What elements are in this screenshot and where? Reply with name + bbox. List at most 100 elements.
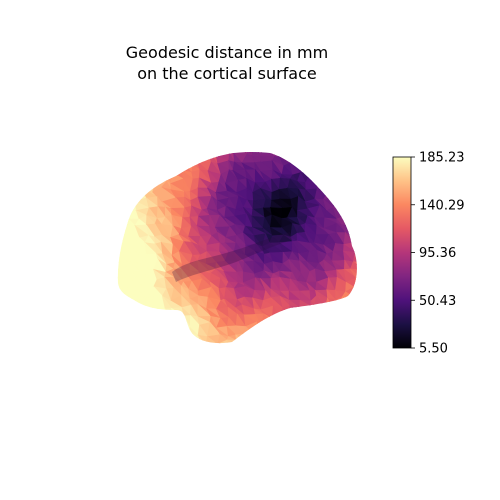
mesh-triangle (181, 352, 191, 364)
mesh-triangle (331, 172, 344, 183)
mesh-triangle (306, 155, 320, 166)
mesh-triangle (109, 310, 116, 319)
mesh-triangle (361, 250, 374, 264)
mesh-triangle (332, 190, 343, 200)
mesh-triangle (171, 316, 186, 326)
mesh-triangle (117, 231, 119, 246)
mesh-triangle (322, 181, 334, 192)
mesh-triangle (174, 152, 184, 164)
mesh-triangle (152, 308, 167, 314)
mesh-triangle (129, 152, 139, 157)
mesh-triangle (319, 344, 328, 354)
mesh-triangle (318, 152, 326, 164)
mesh-triangle (372, 181, 382, 189)
mesh-triangle (129, 333, 141, 344)
mesh-triangle (279, 342, 293, 344)
mesh-triangle (120, 197, 130, 209)
mesh-triangle (152, 169, 168, 183)
mesh-triangle (270, 332, 281, 344)
mesh-triangle (134, 326, 145, 336)
mesh-triangle (233, 152, 248, 155)
mesh-triangle (155, 349, 166, 361)
mesh-triangle (280, 351, 289, 359)
mesh-triangle (363, 287, 368, 301)
mesh-triangle (349, 261, 357, 270)
mesh-triangle (162, 352, 174, 363)
mesh-triangle (144, 339, 156, 344)
mesh-triangle (349, 225, 357, 238)
mesh-triangle (143, 323, 159, 336)
mesh-triangle (117, 264, 120, 274)
mesh-triangle (361, 327, 374, 336)
mesh-triangle (183, 324, 190, 334)
mesh-triangle (369, 305, 381, 319)
mesh-triangle (368, 286, 381, 299)
mesh-triangle (326, 297, 337, 309)
mesh-triangle (372, 233, 383, 244)
mesh-triangle (117, 170, 120, 185)
mesh-triangle (322, 174, 334, 185)
mesh-triangle (251, 152, 261, 157)
mesh-triangle (296, 152, 309, 157)
mesh-triangle (133, 323, 145, 336)
mesh-triangle (362, 305, 369, 318)
mesh-triangle (117, 190, 122, 199)
mesh-triangle (128, 352, 135, 363)
mesh-triangle (117, 317, 120, 327)
mesh-triangle (215, 152, 231, 156)
mesh-triangle (109, 342, 117, 353)
mesh-triangle (209, 152, 218, 157)
mesh-triangle (291, 152, 298, 154)
mesh-triangle (117, 314, 132, 326)
mesh-triangle (328, 190, 338, 198)
mesh-triangle (193, 340, 204, 344)
mesh-triangle (155, 349, 166, 361)
mesh-triangle (353, 296, 357, 308)
mesh-triangle (170, 342, 182, 344)
mesh-triangle (368, 143, 378, 153)
mesh-triangle (353, 178, 357, 192)
mesh-triangle (134, 333, 146, 344)
mesh-triangle (343, 191, 355, 197)
mesh-triangle (289, 326, 302, 333)
mesh-triangle (125, 179, 139, 191)
mesh-triangle (352, 177, 357, 192)
mesh-triangle (183, 315, 191, 329)
mesh-triangle (362, 227, 374, 233)
mesh-triangle (117, 268, 119, 279)
mesh-triangle (201, 355, 210, 362)
mesh-triangle (324, 315, 339, 325)
mesh-triangle (362, 142, 371, 152)
mesh-triangle (282, 152, 292, 154)
mesh-triangle (307, 352, 319, 360)
mesh-triangle (324, 162, 339, 175)
chart-title-line-1: Geodesic distance in mm (125, 43, 329, 62)
mesh-triangle (162, 352, 175, 363)
mesh-triangle (340, 160, 356, 173)
mesh-triangle (374, 223, 382, 236)
mesh-triangle (324, 161, 339, 176)
mesh-triangle (117, 296, 121, 311)
mesh-triangle (324, 307, 338, 317)
mesh-triangle (152, 308, 168, 320)
mesh-triangle (120, 196, 130, 211)
mesh-triangle (126, 304, 140, 316)
mesh-triangle (170, 343, 186, 344)
mesh-triangle (270, 330, 282, 344)
mesh-triangle (127, 186, 136, 202)
colorbar-tick-label: 5.50 (419, 342, 448, 357)
mesh-triangle (371, 353, 383, 363)
mesh-triangle (164, 308, 172, 318)
mesh-triangle (341, 296, 356, 307)
mesh-triangle (333, 161, 348, 174)
mesh-triangle (117, 325, 131, 336)
mesh-triangle (172, 152, 185, 157)
mesh-triangle (361, 229, 371, 233)
mesh-triangle (117, 243, 119, 254)
mesh-triangle (369, 353, 383, 364)
mesh-triangle (317, 164, 326, 176)
mesh-triangle (117, 179, 120, 192)
mesh-triangle (344, 206, 353, 218)
mesh-triangle (117, 162, 119, 173)
mesh-triangle (172, 325, 186, 334)
